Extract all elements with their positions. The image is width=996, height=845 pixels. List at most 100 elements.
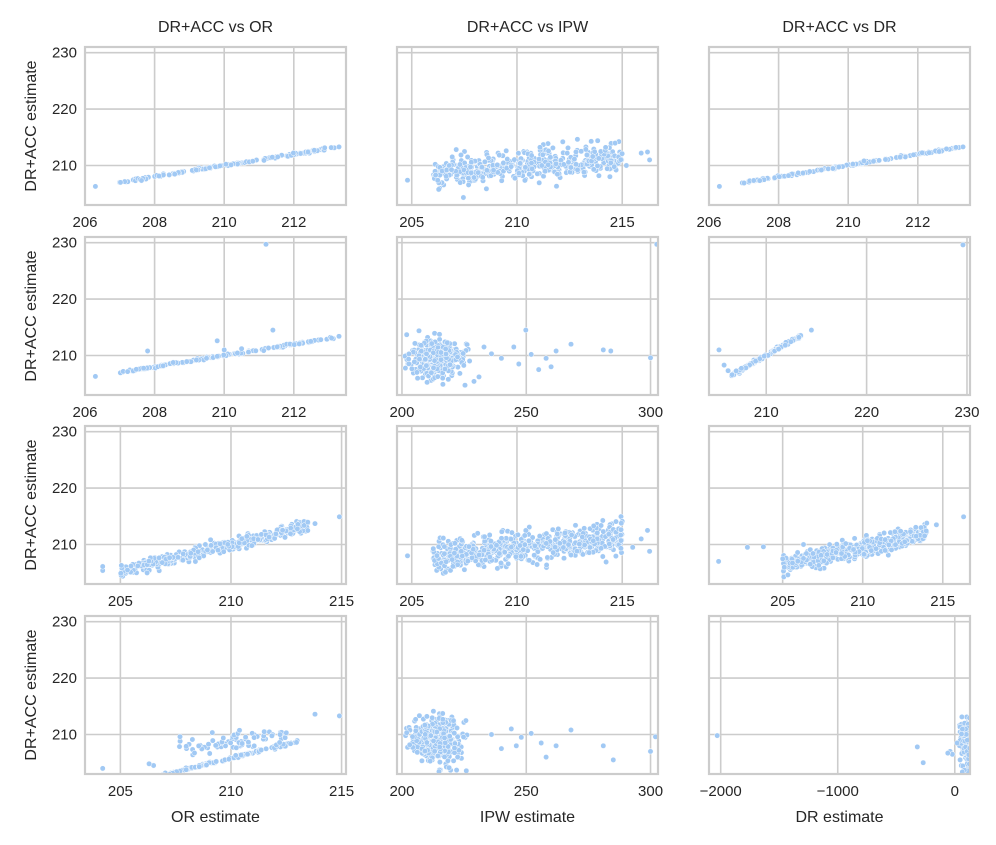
data-point [434, 752, 441, 759]
data-point [224, 541, 231, 548]
data-point [274, 153, 281, 160]
data-point [434, 177, 441, 184]
data-point [432, 172, 439, 179]
data-point [550, 549, 557, 556]
data-point [441, 753, 448, 760]
data-point [573, 148, 579, 155]
data-point [467, 163, 474, 170]
panel-r0-c0: 206 208 210 212 210 220 230 DR+ACC estimate DR+A… [23, 19, 348, 231]
data-point [543, 562, 550, 568]
data-point [838, 550, 845, 557]
data-point [733, 367, 740, 374]
data-point [833, 541, 840, 548]
data-point [148, 775, 153, 780]
data-point [481, 344, 487, 350]
panel-background [85, 616, 346, 774]
data-point [311, 147, 318, 154]
data-point [508, 529, 515, 536]
data-point [180, 550, 187, 557]
data-point [428, 369, 435, 376]
data-point [143, 776, 148, 781]
data-point [416, 327, 422, 334]
data-point [528, 160, 535, 167]
data-point [815, 562, 822, 569]
panel-background [85, 47, 346, 205]
data-point [535, 366, 542, 373]
data-point [644, 527, 651, 534]
data-point [159, 559, 166, 566]
panel-frame [395, 614, 660, 776]
data-point [536, 156, 542, 163]
data-point [221, 346, 228, 353]
data-point [261, 157, 267, 164]
data-point [481, 533, 488, 540]
data-point [552, 536, 559, 543]
data-point [553, 348, 560, 354]
panel-frame [707, 45, 972, 207]
data-point [451, 550, 458, 557]
data-point [548, 363, 555, 370]
data-point [460, 350, 467, 357]
data-point [876, 157, 883, 164]
data-point [220, 352, 227, 358]
data-point [220, 735, 227, 741]
data-point [251, 734, 258, 741]
data-point [465, 181, 472, 188]
data-point [514, 531, 521, 538]
y-axis-label: DR+ACC estimate [23, 250, 40, 381]
data-point [579, 534, 586, 540]
data-point [212, 742, 219, 749]
data-point [193, 357, 200, 363]
data-point [517, 160, 524, 167]
data-point [481, 547, 488, 554]
data-point [476, 551, 483, 558]
panel-background [709, 237, 970, 395]
data-point [433, 552, 440, 559]
data-point [305, 149, 311, 155]
data-point [849, 161, 856, 168]
data-point [430, 708, 437, 715]
data-point [436, 331, 443, 338]
y-tick-label: 230 [52, 424, 77, 441]
data-point [462, 382, 468, 389]
data-point [251, 742, 258, 749]
data-point [446, 764, 453, 771]
points [715, 513, 967, 580]
data-point [604, 165, 611, 172]
data-point [328, 335, 335, 342]
data-point [276, 739, 283, 746]
data-point [451, 340, 458, 347]
points [716, 143, 966, 190]
data-point [606, 540, 613, 547]
x-tick-label: 212 [281, 404, 306, 421]
y-tick-label: 220 [52, 291, 77, 308]
data-point [800, 555, 807, 562]
data-point [644, 149, 651, 155]
data-point [238, 345, 245, 352]
data-point [542, 168, 549, 175]
data-point [787, 338, 794, 345]
data-point [784, 571, 791, 578]
y-tick-label: 210 [52, 348, 77, 365]
data-point [553, 183, 560, 190]
data-point [508, 544, 515, 551]
data-point [818, 552, 824, 559]
data-point [447, 361, 453, 368]
data-point [450, 757, 457, 764]
data-point [171, 171, 178, 178]
data-point [441, 543, 448, 550]
data-point [760, 543, 767, 550]
data-point [99, 765, 106, 772]
data-point [498, 535, 505, 542]
data-point [605, 531, 612, 538]
data-point [203, 355, 210, 362]
data-point [607, 348, 614, 354]
data-point [536, 179, 543, 186]
points [402, 241, 658, 389]
data-point [850, 546, 857, 553]
panel-r1-c1: 200 250 300 [389, 235, 663, 421]
panel-r0-c2: 206 208 210 212 DR+ACC vs DR [696, 19, 972, 231]
data-point [505, 553, 512, 560]
data-point [652, 733, 658, 740]
